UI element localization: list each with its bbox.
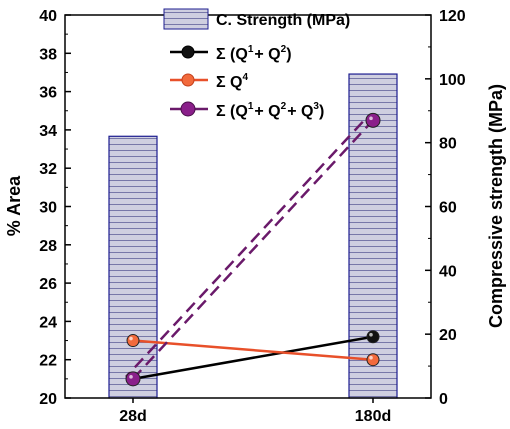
series-2-point-28d — [126, 334, 140, 348]
left-tick-label: 34 — [39, 123, 57, 140]
left-tick-label: 38 — [39, 46, 57, 63]
left-tick-label: 26 — [39, 276, 57, 293]
legend-series-1-label: Σ (Q1+ Q2) — [216, 44, 292, 63]
x-tick-label: 180d — [355, 408, 391, 425]
series-3-point-highlight — [369, 116, 373, 121]
series-2-point-highlight — [129, 336, 133, 341]
legend-series-3-label: Σ (Q1+ Q2+ Q3) — [216, 101, 324, 120]
series-3-point-28d — [125, 371, 141, 387]
legend-series-3-marker — [180, 101, 196, 117]
right-axis-title: Compressive strength (MPa) — [486, 84, 506, 328]
series-3-line — [132, 119, 374, 380]
series-3-point-180d — [365, 112, 381, 128]
left-axis-title: % Area — [4, 175, 24, 236]
legend-series-2-marker — [181, 73, 195, 87]
right-tick-label: 100 — [439, 72, 466, 89]
series-1-line — [132, 335, 374, 381]
left-tick-label: 40 — [39, 8, 57, 25]
left-tick-label: 24 — [39, 314, 57, 331]
series-1-point-highlight — [369, 332, 373, 337]
legend-series-2-label: Σ Q4 — [216, 72, 249, 91]
series-1-point-180d — [366, 330, 380, 344]
right-tick-label: 0 — [439, 391, 448, 408]
left-tick-label: 36 — [39, 85, 57, 102]
legend-bar-label: C. Strength (MPa) — [216, 12, 350, 29]
series-2-line — [132, 339, 374, 361]
left-tick-label: 28 — [39, 238, 57, 255]
legend: C. Strength (MPa) Σ (Q1+ Q2) Σ Q4 Σ (Q1+… — [163, 8, 350, 120]
lines-layer — [125, 112, 381, 387]
right-tick-label: 40 — [439, 263, 457, 280]
right-tick-label: 20 — [439, 327, 457, 344]
left-tick-label: 32 — [39, 161, 57, 178]
legend-series-1-marker — [181, 45, 195, 59]
right-tick-label: 80 — [439, 136, 457, 153]
series-3-point-highlight — [129, 375, 133, 379]
series-2-point-highlight — [369, 355, 373, 360]
right-axis: 0 20 40 60 80 100 120 — [425, 8, 466, 408]
series-3-line-2 — [125, 117, 367, 378]
legend-bar-swatch — [163, 8, 209, 30]
left-tick-label: 30 — [39, 200, 57, 217]
left-tick-label: 20 — [39, 391, 57, 408]
x-axis: 28d 180d — [119, 398, 391, 425]
bar-28d — [108, 135, 158, 399]
right-tick-label: 120 — [439, 8, 466, 25]
left-tick-label: 22 — [39, 353, 57, 370]
x-tick-label: 28d — [119, 408, 147, 425]
left-axis: 20 22 24 26 28 30 32 34 36 38 40 — [39, 8, 71, 408]
right-tick-label: 60 — [439, 200, 457, 217]
series-2-point-180d — [366, 353, 380, 367]
